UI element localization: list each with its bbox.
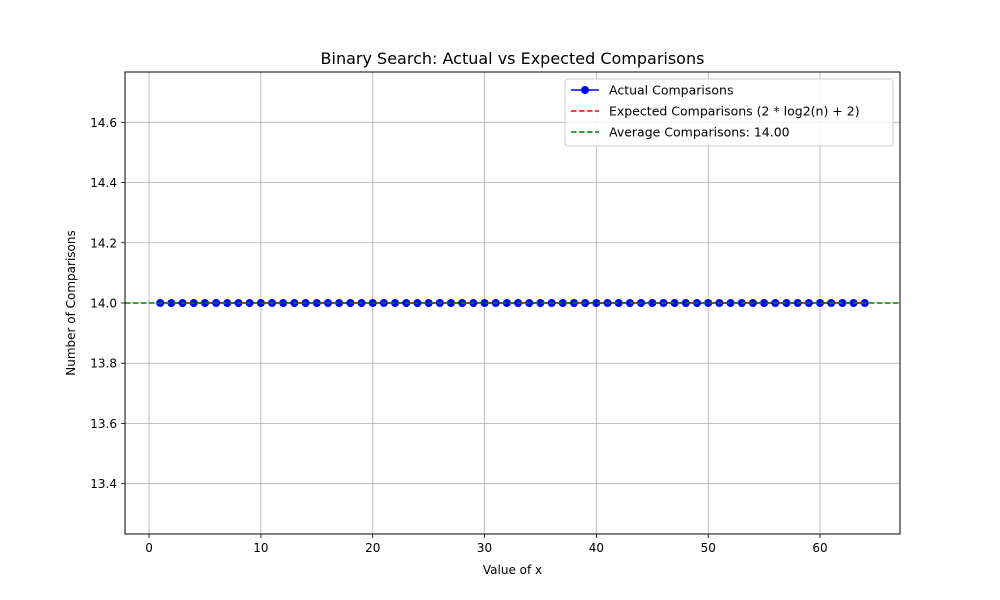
data-point-actual [648,299,657,307]
data-point-actual [256,299,265,307]
data-point-actual [424,299,433,307]
x-axis-ticks: 0 10 20 30 40 50 60 [145,534,828,555]
x-tick-label: 0 [145,541,153,555]
x-axis-label: Value of x [483,563,542,577]
data-point-actual [279,299,288,307]
x-tick-label: 40 [589,541,604,555]
legend-label-expected: Expected Comparisons (2 * log2(n) + 2) [609,104,860,119]
legend-label-average: Average Comparisons: 14.00 [609,125,790,140]
y-tick-label: 13.6 [90,417,117,431]
legend-marker-actual [581,86,589,94]
y-tick-label: 14.6 [90,116,117,130]
y-tick-label: 13.4 [90,477,117,491]
data-point-actual [446,299,455,307]
x-tick-label: 20 [365,541,380,555]
y-axis-ticks: 13.4 13.6 13.8 14.0 14.2 14.4 14.6 [90,116,125,491]
legend-box [564,78,894,147]
chart-title: Binary Search: Actual vs Expected Compar… [321,49,705,68]
data-point-actual [760,299,769,307]
data-point-actual [558,299,567,307]
y-tick-label: 14.2 [90,236,117,250]
legend: Actual Comparisons Expected Comparisons … [564,78,894,147]
data-point-actual [704,299,713,307]
data-point-actual [502,299,511,307]
data-point-actual [726,299,735,307]
x-tick-label: 10 [253,541,268,555]
y-axis-label: Number of Comparisons [64,230,78,376]
data-point-actual [167,299,176,307]
data-point-actual [816,299,825,307]
x-tick-label: 30 [477,541,492,555]
data-point-actual [670,299,679,307]
data-point-actual [223,299,232,307]
data-point-actual [592,299,601,307]
data-point-actual [312,299,321,307]
data-point-actual [391,299,400,307]
y-tick-label: 13.8 [90,357,117,371]
x-tick-label: 60 [812,541,827,555]
data-point-actual [200,299,209,307]
data-point-actual [614,299,623,307]
plot-series [125,299,900,307]
data-point-actual [335,299,344,307]
y-tick-label: 14.0 [90,297,117,311]
data-point-actual [368,299,377,307]
x-tick-label: 50 [701,541,716,555]
data-point-actual [480,299,489,307]
y-tick-label: 14.4 [90,176,117,190]
data-point-actual [536,299,545,307]
legend-label-actual: Actual Comparisons [609,83,734,98]
